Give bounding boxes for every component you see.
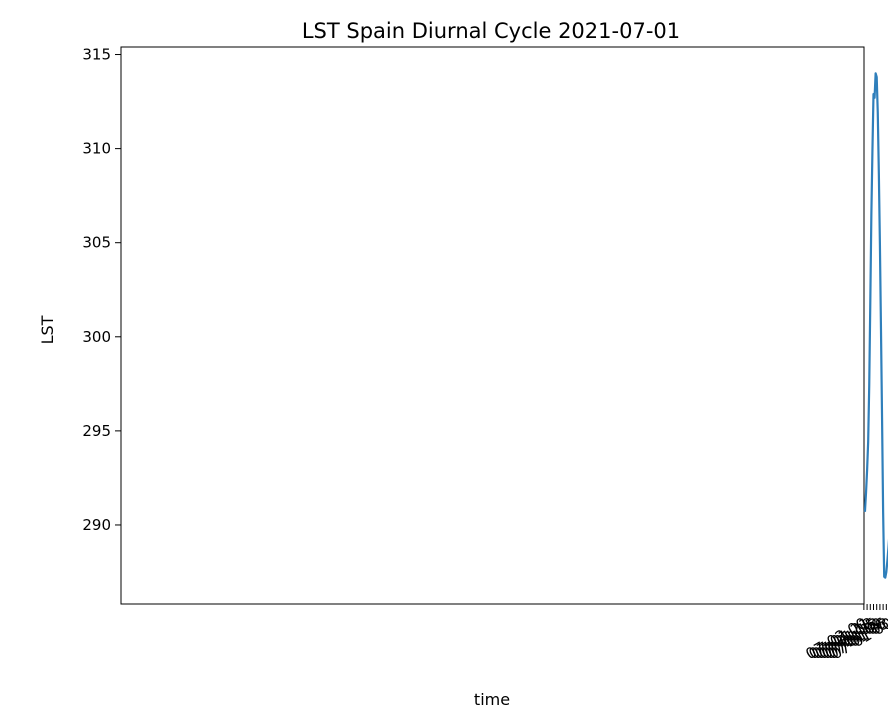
data-point [871, 149, 873, 151]
data-point [880, 328, 882, 330]
y-axis-label: LST [38, 315, 57, 344]
data-point [879, 243, 881, 245]
data-point [877, 112, 879, 114]
y-tick-label: 295 [82, 422, 111, 440]
data-point [885, 571, 887, 573]
data-point [883, 576, 885, 578]
data-point [866, 469, 868, 471]
y-tick-label: 300 [82, 328, 111, 346]
data-point [872, 93, 874, 95]
x-axis-label: time [474, 690, 510, 709]
data-point [865, 492, 867, 494]
data-point [867, 441, 869, 443]
plot-area [120, 46, 865, 605]
data-point [874, 72, 876, 74]
chart-title: LST Spain Diurnal Cycle 2021-07-01 [302, 19, 680, 43]
data-point [868, 385, 870, 387]
data-point [881, 417, 883, 419]
data-point [864, 511, 866, 513]
data-point [882, 511, 884, 513]
data-point [873, 97, 875, 99]
data-points [864, 72, 888, 579]
data-point [876, 76, 878, 78]
y-tick-label: 290 [82, 516, 111, 534]
y-axis: 290 295 300 305 310 315 [82, 46, 121, 534]
y-tick-label: 315 [82, 46, 111, 64]
y-tick-label: 305 [82, 234, 111, 252]
y-tick-label: 310 [82, 140, 111, 158]
data-point [869, 302, 871, 304]
data-point [878, 172, 880, 174]
data-point [870, 213, 872, 215]
lst-series-line [863, 72, 888, 579]
